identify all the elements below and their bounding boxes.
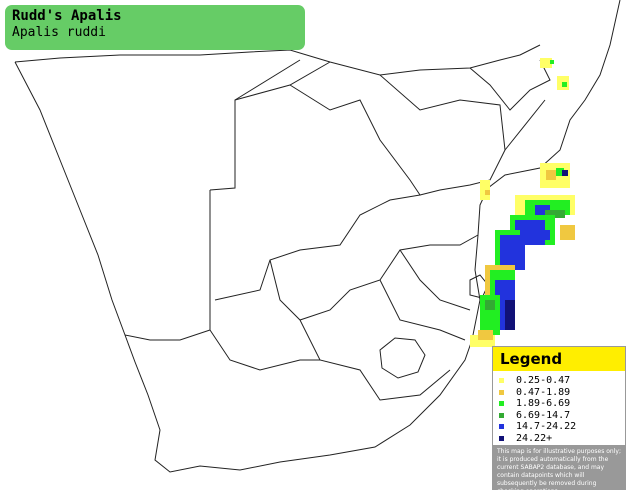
legend-title: Legend: [493, 347, 625, 371]
legend-label: 0.47-1.89: [516, 386, 571, 398]
grid-cell: [540, 230, 550, 240]
grid-cell: [505, 300, 515, 330]
legend-item: 0.47-1.89: [499, 387, 625, 399]
mozambique-border: [469, 59, 551, 151]
grid-cell: [545, 210, 565, 218]
grid-cell: [562, 82, 567, 87]
title-box: Rudd's Apalis Apalis ruddi: [5, 5, 305, 50]
distribution-cells: [470, 58, 575, 347]
grid-cell: [500, 235, 525, 270]
legend-item: 1.89-6.69: [499, 398, 625, 410]
grid-cell: [540, 58, 552, 68]
disclaimer: This map is for illustrative purposes on…: [493, 445, 625, 494]
legend-label: 0.25-0.47: [516, 375, 571, 387]
scientific-name: Apalis ruddi: [12, 25, 106, 40]
grid-cell: [560, 225, 575, 240]
legend-swatch: [499, 401, 504, 407]
legend: Legend 0.25-0.47 0.47-1.89 1.89-6.69 6.69-1…: [492, 346, 626, 494]
legend-label: 6.69-14.7: [516, 409, 571, 421]
legend-label: 14.7-24.22: [516, 421, 577, 433]
grid-cell: [546, 170, 556, 180]
coastline: [14, 0, 621, 473]
legend-label: 24.22+: [516, 432, 553, 444]
legend-label: 1.89-6.69: [516, 398, 571, 410]
botswana-border: [214, 59, 421, 301]
grid-cell: [485, 190, 490, 195]
lesotho: [379, 337, 426, 379]
species-name: Rudd's Apalis: [12, 8, 122, 24]
legend-swatch: [499, 412, 504, 418]
legend-swatch: [499, 378, 504, 384]
namibia-border: [124, 61, 331, 341]
borders: [14, 0, 621, 473]
zimbabwe-border: [379, 74, 506, 196]
grid-cell: [478, 330, 493, 340]
legend-swatch: [499, 389, 504, 395]
legend-item: 24.22+: [499, 433, 625, 445]
legend-item: 0.25-0.47: [499, 375, 625, 387]
grid-cell: [535, 205, 550, 215]
sa-provinces: [209, 234, 479, 401]
grid-cell: [485, 300, 495, 310]
legend-item: 6.69-14.7: [499, 410, 625, 422]
grid-cell: [562, 170, 568, 176]
legend-swatch: [499, 424, 504, 430]
legend-item: 14.7-24.22: [499, 421, 625, 433]
grid-cell: [550, 60, 554, 64]
legend-items: 0.25-0.47 0.47-1.89 1.89-6.69 6.69-14.7 14.7…: [493, 371, 625, 446]
grid-cell: [556, 168, 564, 176]
legend-swatch: [499, 435, 504, 441]
